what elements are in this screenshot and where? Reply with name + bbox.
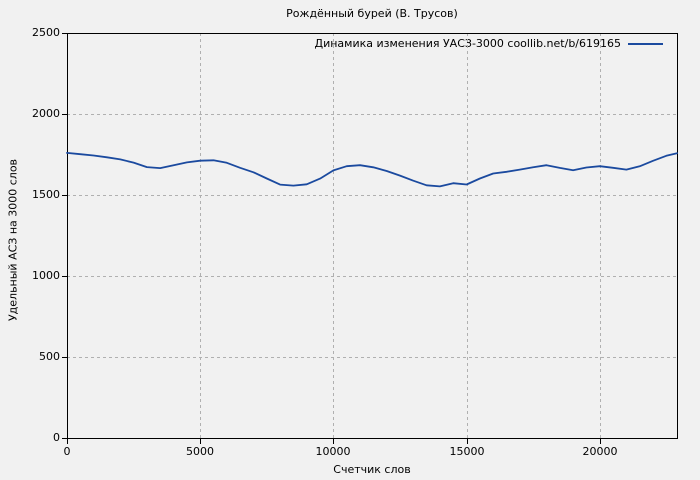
x-tick-label: 15000 bbox=[449, 445, 485, 458]
x-tick-label: 0 bbox=[63, 445, 71, 458]
legend-label: Динамика изменения УАСЗ-3000 coollib.net… bbox=[314, 37, 622, 50]
x-tick-label: 5000 bbox=[186, 445, 214, 458]
chart-title: Рождённый бурей (В. Трусов) bbox=[286, 7, 458, 20]
x-tick-label: 20000 bbox=[582, 445, 618, 458]
y-tick-label: 2500 bbox=[32, 26, 60, 39]
x-axis-label: Счетчик слов bbox=[333, 463, 411, 476]
legend-line-sample bbox=[628, 42, 663, 45]
y-axis-label: Удельный АСЗ на 3000 слов bbox=[6, 158, 20, 322]
x-tick-label: 10000 bbox=[315, 445, 351, 458]
y-tick-label: 1000 bbox=[32, 269, 60, 282]
y-tick-label: 2000 bbox=[32, 107, 60, 120]
y-tick-label: 0 bbox=[53, 431, 60, 444]
legend: Динамика изменения УАСЗ-3000 coollib.net… bbox=[314, 37, 663, 50]
y-tick-label: 1500 bbox=[32, 188, 60, 201]
y-tick-label: 500 bbox=[39, 350, 60, 363]
